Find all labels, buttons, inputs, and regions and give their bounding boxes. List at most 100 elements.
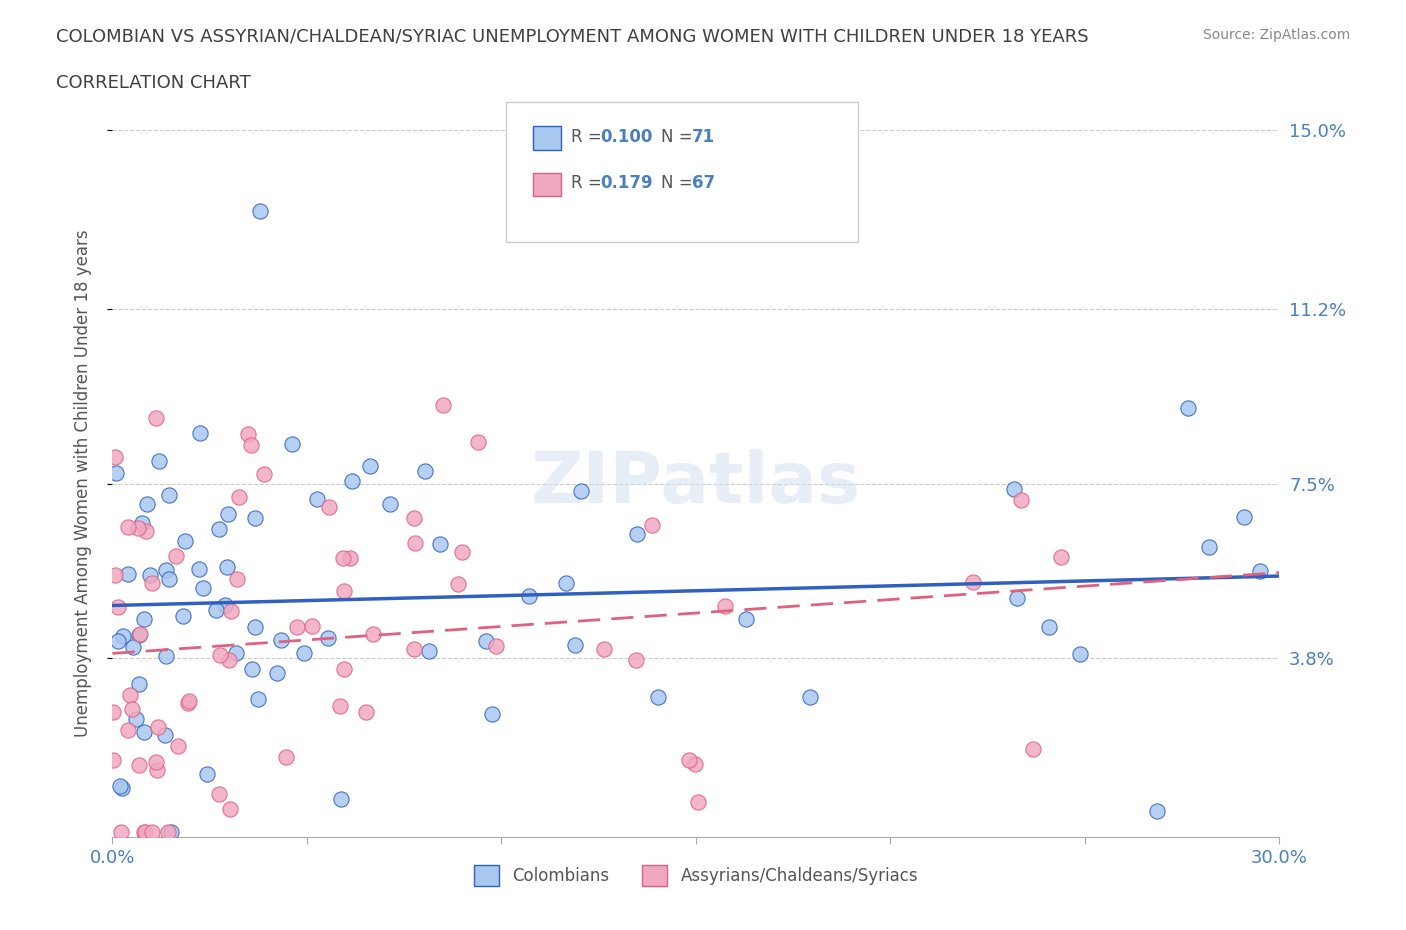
Point	[188, 561, 211, 576]
Point	[128, 628, 150, 643]
Point	[174, 533, 197, 548]
Point	[1069, 646, 1091, 661]
Point	[683, 757, 706, 772]
Point	[138, 568, 160, 583]
Point	[145, 411, 167, 426]
Point	[446, 577, 468, 591]
Point	[127, 521, 149, 536]
Point	[225, 572, 247, 587]
Point	[330, 792, 353, 807]
Point	[1002, 482, 1025, 497]
Point	[117, 723, 139, 737]
Point	[167, 739, 190, 754]
Point	[467, 434, 489, 449]
Point	[301, 618, 323, 633]
Point	[626, 526, 648, 541]
Point	[354, 704, 377, 719]
Point	[240, 438, 263, 453]
Point	[208, 647, 231, 662]
Point	[418, 644, 440, 658]
Point	[249, 204, 271, 219]
Point	[157, 488, 180, 503]
Point	[111, 629, 134, 644]
Text: R =: R =	[571, 174, 607, 193]
Y-axis label: Unemployment Among Women with Children Under 18 years: Unemployment Among Women with Children U…	[73, 230, 91, 737]
Point	[1022, 742, 1045, 757]
Point	[104, 449, 127, 464]
Point	[121, 640, 143, 655]
Point	[214, 598, 236, 613]
Text: N =: N =	[661, 127, 697, 146]
Point	[415, 464, 437, 479]
Point	[361, 626, 384, 641]
Point	[593, 642, 616, 657]
Point	[135, 524, 157, 538]
Point	[218, 802, 240, 817]
Point	[1249, 564, 1271, 578]
Point	[318, 499, 340, 514]
Point	[333, 661, 356, 676]
Point	[155, 649, 177, 664]
Point	[1233, 510, 1256, 525]
Point	[243, 511, 266, 525]
Point	[108, 779, 131, 794]
Point	[107, 599, 129, 614]
Point	[141, 576, 163, 591]
Text: R =: R =	[571, 127, 607, 146]
Point	[148, 453, 170, 468]
Point	[128, 676, 150, 691]
Point	[484, 639, 506, 654]
Point	[155, 728, 177, 743]
Point	[274, 750, 297, 764]
Point	[157, 572, 180, 587]
Point	[270, 632, 292, 647]
Point	[218, 653, 240, 668]
Point	[165, 549, 187, 564]
Point	[339, 551, 361, 565]
Text: N =: N =	[661, 174, 697, 193]
Point	[714, 599, 737, 614]
Point	[225, 646, 247, 661]
Point	[647, 690, 669, 705]
Point	[129, 626, 152, 641]
Point	[132, 612, 155, 627]
Point	[121, 702, 143, 717]
Point	[208, 787, 231, 802]
Text: CORRELATION CHART: CORRELATION CHART	[56, 74, 252, 92]
Point	[332, 551, 354, 565]
Point	[1198, 539, 1220, 554]
Point	[340, 473, 363, 488]
Point	[678, 752, 700, 767]
Point	[402, 511, 425, 525]
Point	[564, 637, 586, 652]
Point	[292, 645, 315, 660]
Point	[475, 633, 498, 648]
Point	[128, 758, 150, 773]
Point	[799, 689, 821, 704]
Point	[247, 691, 270, 706]
Point	[962, 574, 984, 589]
Point	[104, 466, 127, 481]
Point	[141, 825, 163, 840]
Text: COLOMBIAN VS ASSYRIAN/CHALDEAN/SYRIAC UNEMPLOYMENT AMONG WOMEN WITH CHILDREN UND: COLOMBIAN VS ASSYRIAN/CHALDEAN/SYRIAC UN…	[56, 28, 1088, 46]
Point	[640, 518, 662, 533]
Point	[146, 763, 169, 777]
Point	[245, 619, 267, 634]
Point	[1049, 550, 1071, 565]
Point	[111, 780, 134, 795]
Point	[307, 492, 329, 507]
Point	[1038, 619, 1060, 634]
Point	[266, 666, 288, 681]
Text: 67: 67	[692, 174, 714, 193]
Point	[191, 580, 214, 595]
Point	[240, 661, 263, 676]
Point	[208, 522, 231, 537]
Point	[117, 566, 139, 581]
Legend: Colombians, Assyrians/Chaldeans/Syriacs: Colombians, Assyrians/Chaldeans/Syriacs	[467, 858, 925, 892]
Text: 0.100: 0.100	[600, 127, 652, 146]
Point	[148, 719, 170, 734]
Point	[332, 583, 354, 598]
Point	[688, 795, 710, 810]
Point	[132, 724, 155, 739]
Text: 0.179: 0.179	[600, 174, 652, 193]
